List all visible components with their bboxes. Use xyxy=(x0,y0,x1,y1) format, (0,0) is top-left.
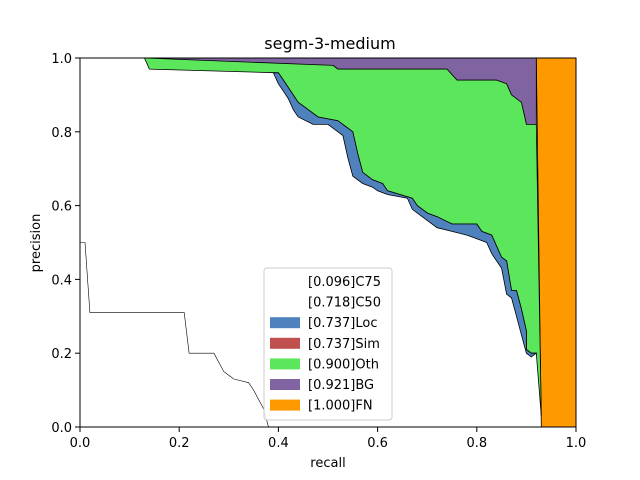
area-layers xyxy=(143,57,577,428)
y-tick-label: 1.0 xyxy=(51,52,72,67)
y-tick-label: 0.0 xyxy=(51,421,72,436)
legend-label: [0.737]Loc xyxy=(308,316,377,331)
curve-lines xyxy=(80,242,269,428)
x-tick-label: 1.0 xyxy=(566,436,587,451)
x-axis: 0.0 0.2 0.4 0.6 0.8 1.0 xyxy=(70,427,587,451)
y-tick-label: 0.6 xyxy=(51,200,72,215)
legend-label: [1.000]FN xyxy=(308,399,373,414)
legend-label: [0.718]C50 xyxy=(308,296,381,311)
x-tick-label: 0.6 xyxy=(367,436,388,451)
chart-title: segm-3-medium xyxy=(264,34,395,53)
x-tick-label: 0.8 xyxy=(466,436,487,451)
legend-swatch xyxy=(270,379,300,390)
legend-swatch xyxy=(270,276,300,287)
legend-swatch xyxy=(270,337,300,349)
legend-label: [0.737]Sim xyxy=(308,337,380,352)
legend-label: [0.921]BG xyxy=(308,378,374,393)
x-tick-label: 0.2 xyxy=(169,436,190,451)
y-tick-label: 0.4 xyxy=(51,273,72,288)
y-axis: 0.0 0.2 0.4 0.6 0.8 1.0 xyxy=(51,52,80,436)
x-tick-label: 0.4 xyxy=(268,436,289,451)
legend-label: [0.096]C75 xyxy=(308,275,381,290)
legend: [0.096]C75 [0.718]C50 [0.737]Loc [0.737]Sim… xyxy=(263,267,393,421)
legend-swatch xyxy=(270,317,300,329)
plot-frame xyxy=(79,57,577,428)
y-tick-label: 0.8 xyxy=(51,126,72,141)
x-axis-label: recall xyxy=(310,456,345,471)
legend-label: [0.900]Oth xyxy=(308,357,379,372)
legend-swatch xyxy=(270,399,300,411)
area-1-000-fn xyxy=(535,57,577,428)
legend-swatch xyxy=(270,296,300,308)
area-0-737-loc xyxy=(272,72,538,358)
y-axis-label: precision xyxy=(29,214,44,273)
x-tick-label: 0.0 xyxy=(70,436,91,451)
y-tick-label: 0.2 xyxy=(51,347,72,362)
legend-swatch xyxy=(270,358,300,370)
line-0-096-c75 xyxy=(80,242,269,428)
